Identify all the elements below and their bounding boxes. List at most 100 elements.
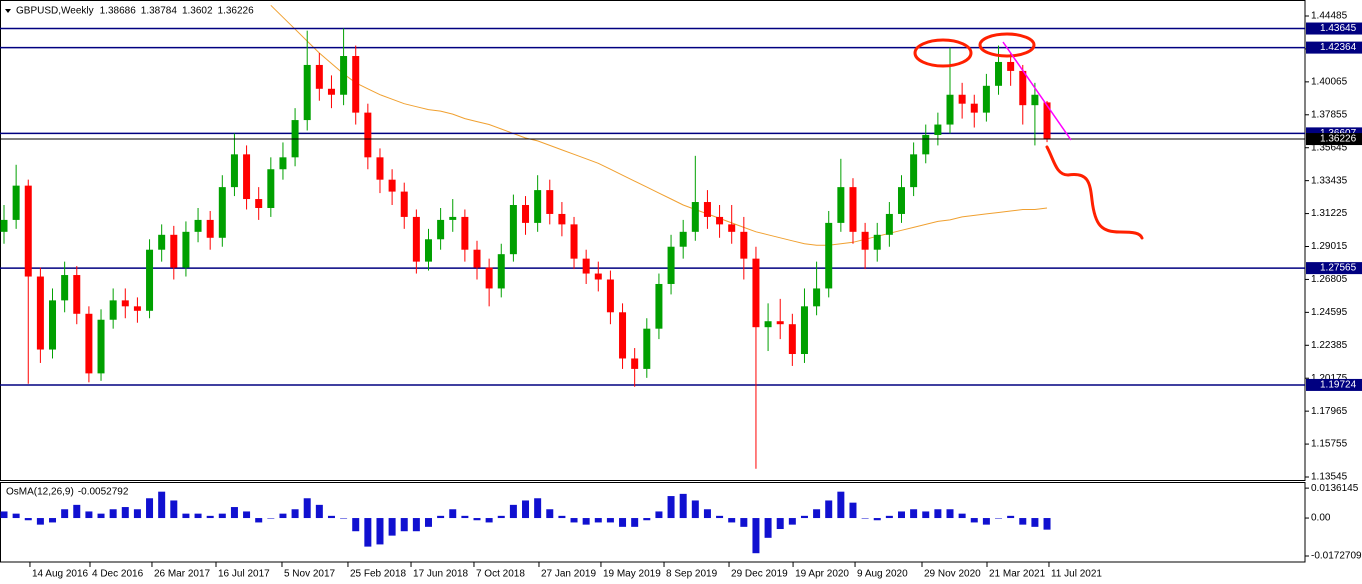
candle-body bbox=[1043, 102, 1051, 140]
x-tick-label: 26 Mar 2017 bbox=[154, 569, 211, 580]
osma-bar bbox=[376, 518, 384, 545]
osma-bar bbox=[424, 518, 432, 527]
candle-body bbox=[922, 134, 930, 155]
osma-bar bbox=[121, 507, 129, 519]
candle-body bbox=[897, 187, 905, 214]
candle-body bbox=[182, 231, 190, 268]
candle-body bbox=[982, 85, 990, 113]
osma-bar bbox=[218, 513, 226, 519]
candle-body bbox=[885, 213, 893, 235]
candle-body bbox=[958, 94, 966, 104]
candle-body bbox=[340, 56, 348, 95]
x-tick-label: 29 Dec 2019 bbox=[731, 569, 788, 580]
candle-body bbox=[619, 312, 627, 359]
osma-bar bbox=[206, 515, 214, 519]
osma-bar bbox=[12, 513, 20, 519]
candle-body bbox=[327, 88, 335, 95]
x-tick-label: 27 Jan 2019 bbox=[541, 569, 596, 580]
candle-body bbox=[522, 205, 530, 223]
x-tick-label: 19 Apr 2020 bbox=[795, 569, 849, 580]
level-label-box bbox=[1306, 22, 1362, 35]
y-tick-label: 1.24595 bbox=[1311, 307, 1348, 318]
indicator-panel-frame bbox=[0, 482, 1306, 563]
candle-body bbox=[230, 154, 238, 188]
osma-bar bbox=[837, 491, 845, 519]
candle-body bbox=[255, 199, 263, 208]
osma-bar bbox=[655, 511, 663, 519]
osma-bar bbox=[849, 502, 857, 519]
osma-bar bbox=[728, 518, 736, 523]
y-tick-label: 1.31225 bbox=[1311, 208, 1348, 219]
x-tick-label: 4 Dec 2016 bbox=[92, 569, 144, 580]
y-tick-label: 0.0136145 bbox=[1311, 483, 1359, 494]
menu-arrow bbox=[5, 9, 11, 13]
candle-body bbox=[109, 300, 117, 320]
osma-bar bbox=[1007, 515, 1015, 519]
candle-body bbox=[388, 179, 396, 192]
candle-body bbox=[206, 219, 214, 238]
osma-bar bbox=[594, 518, 602, 523]
candle-body bbox=[97, 319, 105, 374]
chart-title: GBPUSD,Weekly bbox=[16, 6, 94, 17]
candle-body bbox=[315, 64, 323, 89]
candle-body bbox=[752, 258, 760, 328]
x-tick-label: 19 May 2019 bbox=[603, 569, 661, 580]
candle-body bbox=[849, 187, 857, 232]
osma-bar bbox=[922, 511, 930, 519]
candle-body bbox=[158, 234, 166, 250]
osma-bar bbox=[764, 518, 772, 538]
osma-bar bbox=[522, 500, 530, 519]
osma-bar bbox=[170, 500, 178, 519]
osma-bar bbox=[873, 518, 881, 521]
candle-body bbox=[837, 187, 845, 223]
osma-bar bbox=[934, 509, 942, 519]
candle-body bbox=[352, 56, 360, 113]
annotations bbox=[913, 32, 1144, 240]
osma-bar bbox=[461, 515, 469, 519]
x-tick-label: 25 Feb 2018 bbox=[350, 569, 407, 580]
candle-body bbox=[558, 213, 566, 225]
candle-body bbox=[0, 219, 8, 232]
osma-bar bbox=[631, 518, 639, 527]
osma-bar bbox=[740, 518, 748, 527]
candle-body bbox=[461, 216, 469, 250]
osma-bar bbox=[1019, 518, 1027, 525]
candle-body bbox=[121, 300, 129, 307]
osma-bar bbox=[534, 498, 542, 519]
osma-bar bbox=[958, 513, 966, 519]
osma-bar bbox=[970, 518, 978, 523]
osma-bar bbox=[570, 518, 578, 523]
osma-bar bbox=[982, 518, 990, 525]
price-label: 1.36226 bbox=[1320, 134, 1357, 145]
candle-body bbox=[485, 267, 493, 289]
candle-body bbox=[570, 224, 578, 259]
x-tick-label: 8 Sep 2019 bbox=[666, 569, 718, 580]
y-tick-label: 1.15755 bbox=[1311, 439, 1348, 450]
y-tick-label: 1.26805 bbox=[1311, 274, 1348, 285]
osma-bar bbox=[813, 509, 821, 519]
osma-bar bbox=[437, 515, 445, 519]
osma-bar bbox=[897, 511, 905, 519]
candle-body bbox=[970, 103, 978, 113]
osma-bar bbox=[73, 504, 81, 519]
indicator-title: OsMA(12,26,9) bbox=[6, 487, 74, 498]
osma-bar bbox=[364, 518, 372, 547]
ohlc-value: 1.3602 bbox=[182, 6, 213, 17]
candle-body bbox=[12, 185, 20, 220]
osma-bar bbox=[643, 518, 651, 521]
osma-bar bbox=[182, 513, 190, 519]
y-tick-label: 1.33435 bbox=[1311, 175, 1348, 186]
candle-body bbox=[473, 249, 481, 268]
y-tick-label: 1.17965 bbox=[1311, 406, 1348, 417]
candle-body bbox=[412, 216, 420, 262]
candle-body bbox=[728, 224, 736, 232]
y-tick-label: 1.44485 bbox=[1311, 11, 1348, 22]
candle-body bbox=[194, 219, 202, 232]
osma-bar bbox=[691, 500, 699, 519]
y-tick-label: 1.37855 bbox=[1311, 109, 1348, 120]
candle-body bbox=[703, 202, 711, 217]
candle-body bbox=[934, 124, 942, 135]
y-tick-label: 1.22385 bbox=[1311, 340, 1348, 351]
ohlc-value: 1.38686 bbox=[100, 6, 137, 17]
osma-bar bbox=[400, 518, 408, 532]
